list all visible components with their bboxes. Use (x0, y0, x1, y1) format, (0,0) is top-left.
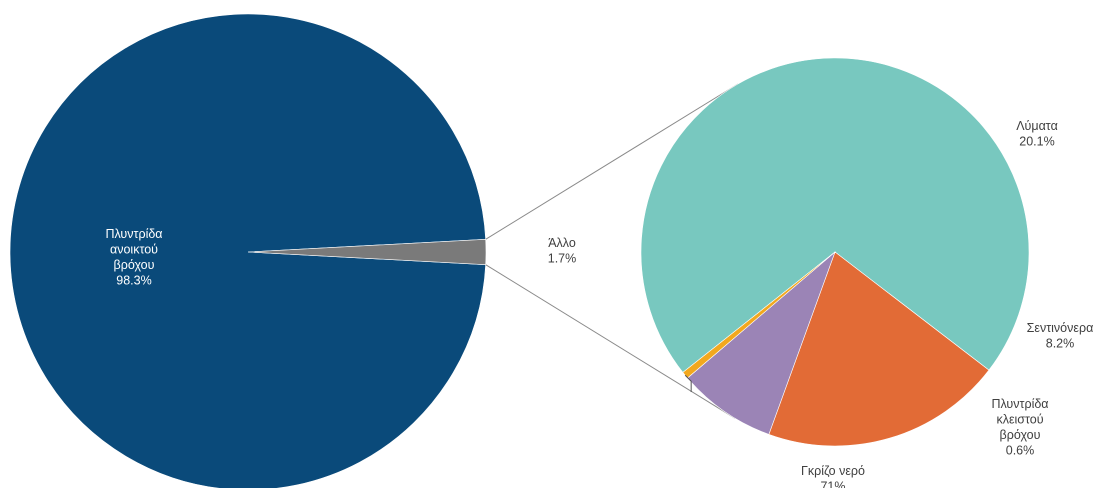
label-closed-loop-scrubber: Πλυντρίδα κλειστού βρόχου 0.6% (991, 397, 1048, 458)
connector-lines (485, 83, 739, 419)
detail-pie (640, 57, 1030, 447)
connector-line-bottom (485, 264, 736, 419)
main-pie (9, 13, 487, 491)
leader-lines (684, 374, 692, 392)
label-grey-water: Γκρίζο νερό 71% (801, 464, 865, 488)
detail-slice-γκρίζο-νερό (640, 57, 1030, 373)
label-bilge-water: Σεντινόνερα 8.2% (1027, 321, 1094, 351)
connector-line-top (485, 83, 739, 240)
main-slice-πλυντρίδα-ανοικτού-βρόχου (9, 13, 486, 491)
leader-line-closed-loop-scrubber (684, 374, 692, 392)
data-labels: Πλυντρίδα ανοικτού βρόχου 98.3% Άλλο 1.7% Γκρί… (105, 119, 1094, 493)
label-open-loop-scrubber: Πλυντρίδα ανοικτού βρόχου 98.3% (105, 227, 162, 288)
label-other: Άλλο 1.7% (548, 236, 577, 266)
label-sewage: Λύματα 20.1% (1016, 119, 1058, 149)
main-slice-άλλο (247, 238, 487, 266)
detail-slice-λύματα (768, 251, 990, 447)
